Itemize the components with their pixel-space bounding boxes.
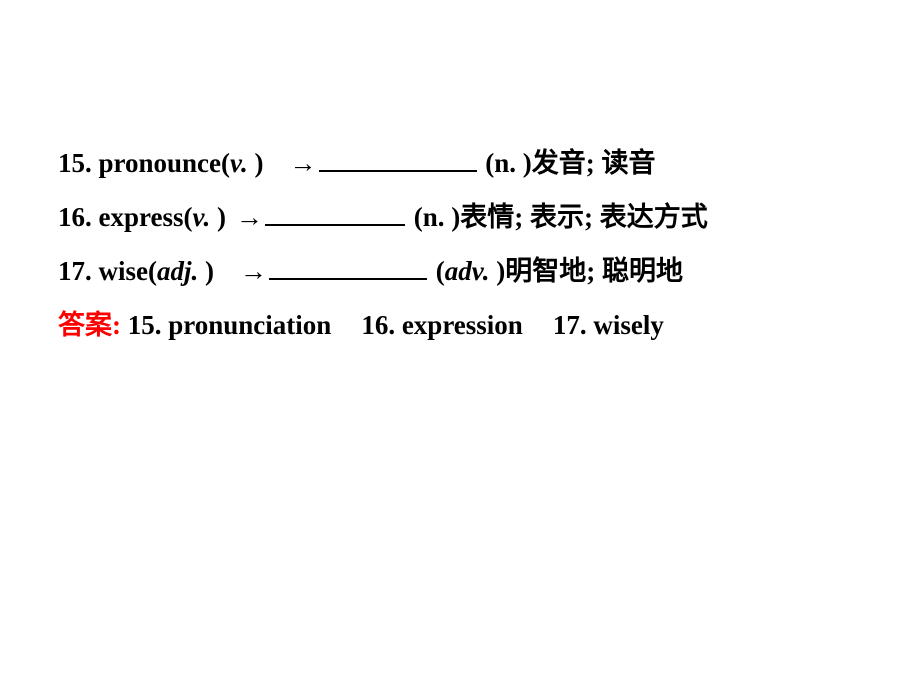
- q16-close: ): [217, 202, 226, 232]
- q17-word: wise(: [99, 256, 157, 286]
- answer-label: 答案:: [58, 310, 128, 340]
- arrow-icon: →: [236, 202, 263, 232]
- q17-number: 17.: [58, 256, 99, 286]
- arrow-icon: →: [290, 148, 317, 178]
- answer-17: 17. wisely: [553, 310, 664, 340]
- q17-after-suffix: )明智地; 聪明地: [496, 256, 683, 286]
- q15-after: (n. )发音; 读音: [479, 148, 656, 178]
- q17-after-italic: adv.: [445, 256, 496, 286]
- q15-blank: [319, 170, 477, 172]
- question-line-16: 16. express(v. ) → (n. )表情; 表示; 表达方式: [58, 190, 878, 244]
- question-line-15: 15. pronounce(v. ) → (n. )发音; 读音: [58, 136, 878, 190]
- slide-content: 15. pronounce(v. )→ (n. )发音; 读音 16. expr…: [58, 136, 878, 352]
- q17-pos: adj.: [157, 256, 205, 286]
- q17-blank: [269, 278, 427, 280]
- q15-number: 15.: [58, 148, 99, 178]
- q16-blank: [265, 224, 405, 226]
- q15-word: pronounce(: [99, 148, 231, 178]
- answer-15: 15. pronunciation: [128, 310, 332, 340]
- q17-close: ): [205, 256, 214, 286]
- arrow-icon: →: [240, 256, 267, 286]
- q16-after: (n. )表情; 表示; 表达方式: [407, 202, 708, 232]
- q15-close: ): [255, 148, 264, 178]
- q15-pos: v.: [230, 148, 254, 178]
- q16-number: 16.: [58, 202, 99, 232]
- question-line-17: 17. wise(adj. ) → (adv. )明智地; 聪明地: [58, 244, 878, 298]
- answer-16: 16. expression: [361, 310, 523, 340]
- q16-pos: v.: [193, 202, 217, 232]
- q17-after-prefix: (: [429, 256, 445, 286]
- answer-line: 答案: 15. pronunciation 16. expression 17. w…: [58, 298, 878, 352]
- q16-word: express(: [99, 202, 193, 232]
